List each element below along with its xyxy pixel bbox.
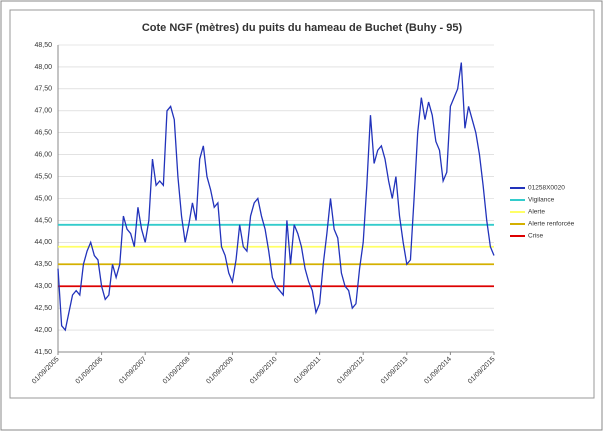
y-tick-label: 47,00 — [34, 108, 52, 115]
y-tick-label: 48,00 — [34, 64, 52, 71]
legend-label: Alerte renforcée — [528, 221, 575, 228]
y-tick-label: 46,00 — [34, 151, 52, 158]
y-tick-label: 44,00 — [34, 239, 52, 246]
legend-label: Crise — [528, 233, 544, 240]
y-tick-label: 43,00 — [34, 283, 52, 290]
y-tick-label: 41,50 — [34, 349, 52, 356]
data-line — [57, 62, 495, 332]
chart-area — [9, 9, 595, 399]
y-tick-label: 42,00 — [34, 327, 52, 334]
y-tick-label: 48,50 — [34, 42, 52, 49]
y-tick-label: 44,50 — [34, 217, 52, 224]
legend-label: Alerte — [528, 209, 545, 216]
y-tick-label: 43,50 — [34, 261, 52, 268]
chart-title: Cote NGF (mètres) du puits du hameau de … — [142, 22, 463, 34]
y-tick-label: 46,50 — [34, 130, 52, 137]
y-tick-label: 45,00 — [34, 195, 52, 202]
y-tick-label: 45,50 — [34, 173, 52, 180]
y-tick-label: 42,50 — [34, 305, 52, 312]
legend-label: Vigilance — [528, 197, 555, 204]
y-tick-label: 47,50 — [34, 86, 52, 93]
legend-label: 01258X0020 — [528, 185, 565, 192]
